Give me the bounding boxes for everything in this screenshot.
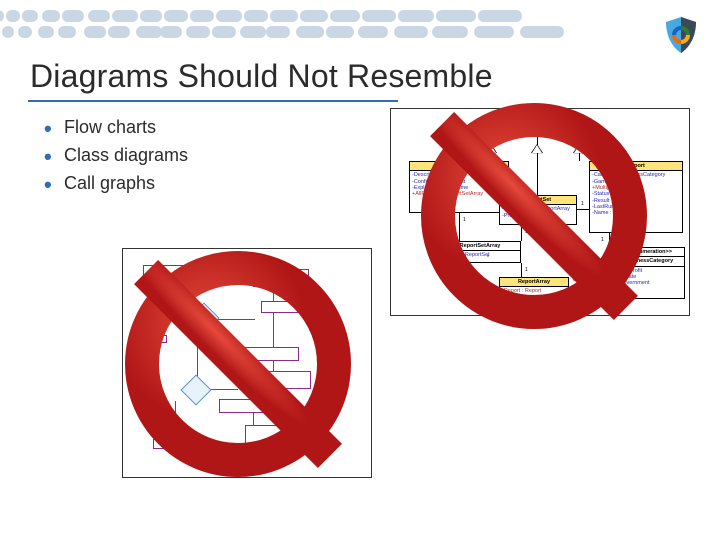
prohibition-icon — [122, 248, 354, 480]
list-item: Class diagrams — [44, 142, 188, 170]
prohibition-icon — [418, 100, 650, 332]
title-underline — [28, 100, 398, 102]
top-decoration — [0, 0, 720, 52]
list-item: Flow charts — [44, 114, 188, 142]
list-item: Call graphs — [44, 170, 188, 198]
bullet-list: Flow charts Class diagrams Call graphs — [44, 114, 188, 198]
slide-title: Diagrams Should Not Resemble — [30, 58, 493, 95]
shield-logo — [660, 14, 702, 56]
